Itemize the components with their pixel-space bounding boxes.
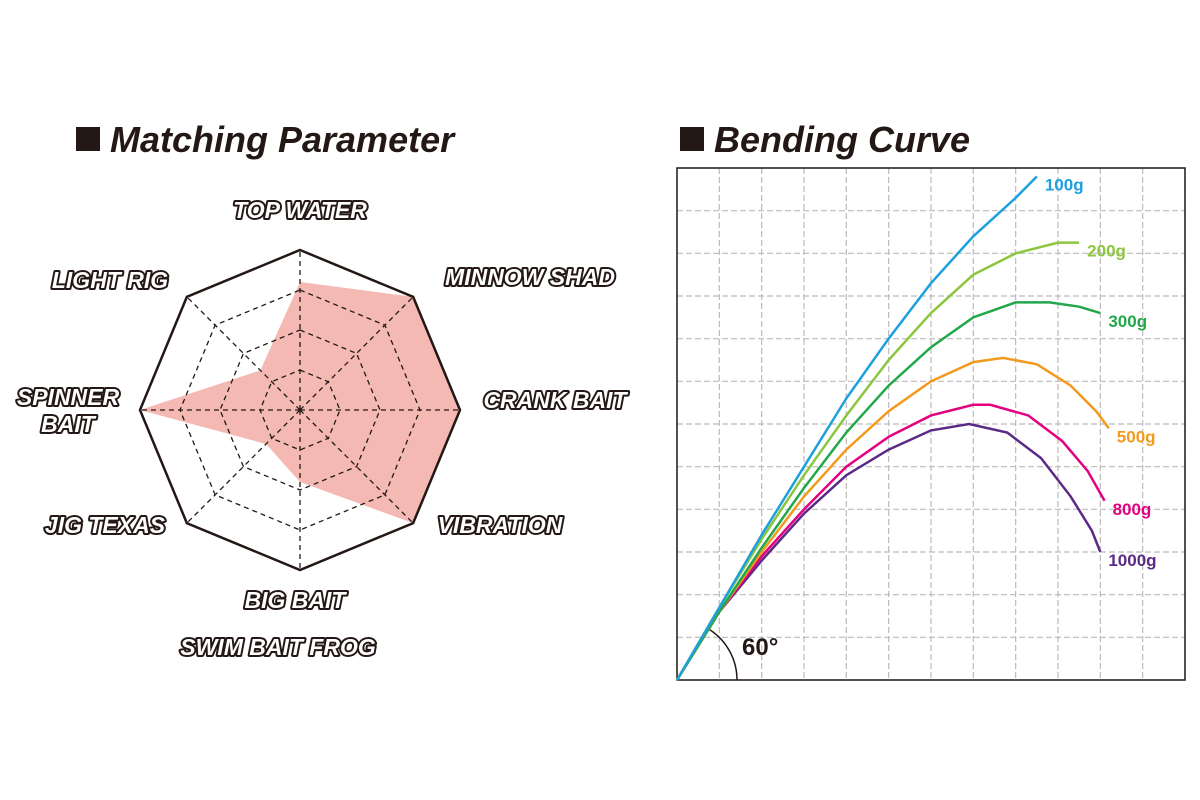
curve-title: Bending Curve — [714, 119, 970, 160]
bending-chart: 60° 1000g 800g 500g 300g 200g 100g — [675, 167, 1186, 681]
legend-label: 300g — [1108, 312, 1147, 331]
title-marker — [680, 127, 704, 151]
category-label: SPINNER — [17, 384, 120, 410]
legend-label: 500g — [1117, 427, 1156, 446]
legend-label: 200g — [1087, 242, 1126, 261]
category-label: SWIM BAIT FROG — [180, 634, 376, 660]
category-label: VIBRATION — [438, 512, 563, 538]
bend-curve — [675, 301, 1101, 681]
radar-ring — [259, 369, 341, 451]
radar-ring — [138, 248, 462, 572]
category-label: BAIT — [41, 411, 97, 437]
radar-chart: TOP WATER MINNOW SHAD CRANK BAIT VIBRATION B… — [15, 195, 631, 662]
radar-title: Matching Parameter — [110, 119, 456, 160]
legend-label: 1000g — [1108, 551, 1156, 570]
bend-curve — [675, 403, 1106, 681]
category-label: TOP WATER — [233, 197, 367, 223]
legend-label: 800g — [1113, 500, 1152, 519]
category-label: CRANK BAIT — [483, 387, 628, 413]
plot-frame — [676, 167, 1186, 681]
title-marker — [76, 127, 100, 151]
bend-curve — [675, 356, 1110, 681]
category-label: LIGHT RIG — [52, 267, 168, 293]
radar-ring — [179, 289, 421, 531]
bend-curve — [675, 241, 1080, 681]
angle-label: 60° — [742, 634, 778, 661]
radar-area — [140, 282, 460, 524]
legend-label: 100g — [1045, 176, 1084, 195]
category-label: BIG BAIT — [245, 587, 348, 613]
bend-curve — [675, 175, 1038, 681]
angle-arc — [706, 627, 738, 681]
category-label: MINNOW SHAD — [445, 264, 615, 290]
category-label: JIG TEXAS — [45, 512, 166, 538]
bend-curve — [675, 422, 1102, 681]
radar-ring — [219, 329, 381, 491]
